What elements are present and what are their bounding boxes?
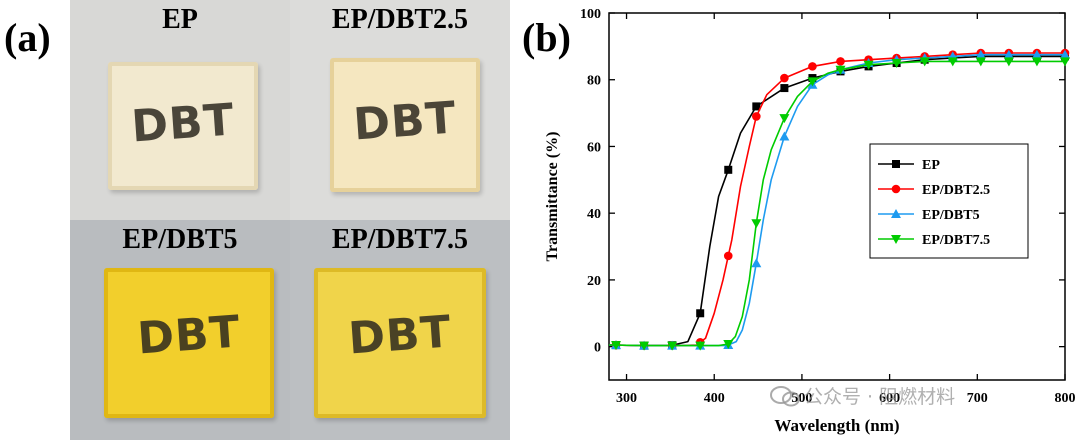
data-point-ep xyxy=(752,102,761,111)
photo-ep: EP DBT xyxy=(70,0,290,220)
sample-text-ep: DBT xyxy=(129,94,237,153)
sample-text-ep-dbt7-5: DBT xyxy=(346,306,454,365)
watermark: 公众号 · 阻燃材料 xyxy=(770,382,955,409)
x-tick-label: 300 xyxy=(616,391,637,406)
watermark-text: 公众号 · 阻燃材料 xyxy=(804,386,956,408)
legend-label-ep: EP xyxy=(922,158,940,173)
y-axis-label: Transmittance (%) xyxy=(544,132,561,262)
sample-photos: EP DBT EP/DBT2.5 DBT EP/DBT5 DBT EP/DBT7… xyxy=(70,0,510,440)
data-point-ep-dbt7-5 xyxy=(919,57,930,67)
data-point-ep xyxy=(724,165,733,174)
data-point-ep-dbt5 xyxy=(1060,49,1070,59)
legend-label-ep-dbt7-5: EP/DBT7.5 xyxy=(922,233,990,248)
legend-marker-ep-dbt5 xyxy=(891,209,901,218)
data-point-ep-dbt5 xyxy=(779,131,790,141)
x-tick-label: 400 xyxy=(704,391,725,406)
data-point-ep-dbt5 xyxy=(975,49,986,59)
data-point-ep-dbt7-5 xyxy=(947,57,958,67)
data-point-ep xyxy=(696,309,705,318)
data-point-ep-dbt7-5 xyxy=(639,341,650,351)
sample-text-ep-dbt2-5: DBT xyxy=(351,91,459,151)
data-point-ep-dbt7-5 xyxy=(667,341,678,351)
x-tick-label: 700 xyxy=(967,391,988,406)
data-point-ep-dbt7-5 xyxy=(863,60,874,70)
sample-ep: DBT xyxy=(108,62,258,190)
data-point-ep-dbt5 xyxy=(1003,49,1014,59)
y-tick-label: 20 xyxy=(587,274,601,289)
photo-label-ep-dbt7-5: EP/DBT7.5 xyxy=(331,224,469,255)
data-point-ep-dbt7-5 xyxy=(695,341,706,351)
data-point-ep-dbt2-5 xyxy=(808,62,817,71)
photo-ep-dbt5: EP/DBT5 DBT xyxy=(70,220,290,440)
panel-label-a: (a) xyxy=(4,15,51,60)
data-point-ep xyxy=(780,84,789,93)
x-tick-label: 800 xyxy=(1055,391,1076,406)
legend-marker-ep xyxy=(892,160,900,168)
data-point-ep-dbt2-5 xyxy=(752,112,761,121)
sample-ep-dbt2-5: DBT xyxy=(330,58,480,192)
photo-label-ep-dbt5: EP/DBT5 xyxy=(122,224,238,255)
photo-label-ep-dbt2-5: EP/DBT2.5 xyxy=(331,4,469,35)
sample-text-ep-dbt5: DBT xyxy=(135,306,243,365)
y-tick-label: 0 xyxy=(594,341,601,356)
transmittance-chart: 300 400 500 600 700 800020406080100Wavelength… xyxy=(544,7,1076,435)
data-point-ep-dbt2-5 xyxy=(780,73,789,83)
wechat-icon xyxy=(770,386,800,407)
legend-label-ep-dbt2-5: EP/DBT2.5 xyxy=(922,183,990,198)
data-point-ep-dbt5 xyxy=(1031,49,1042,59)
data-point-ep-dbt7-5 xyxy=(1060,57,1070,67)
sample-ep-dbt5: DBT xyxy=(104,268,274,418)
y-tick-label: 80 xyxy=(587,74,601,89)
data-point-ep-dbt7-5 xyxy=(891,59,902,69)
data-point-ep-dbt2-5 xyxy=(836,57,845,66)
data-point-ep-dbt7-5 xyxy=(751,219,762,229)
data-point-ep-dbt7-5 xyxy=(1031,57,1042,67)
x-tick-label: 600 xyxy=(879,391,900,406)
legend-marker-ep-dbt7-5 xyxy=(891,235,901,244)
plot-frame xyxy=(608,12,1066,381)
x-axis-label: Wavelength (nm) xyxy=(774,416,899,435)
y-tick-label: 60 xyxy=(587,140,601,155)
data-point-ep-dbt7-5 xyxy=(975,57,986,67)
y-tick-label: 100 xyxy=(580,7,601,22)
data-point-ep-dbt7-5 xyxy=(835,65,846,75)
photo-label-ep: EP xyxy=(162,4,198,35)
y-tick-label: 40 xyxy=(587,207,601,222)
data-point-ep-dbt7-5 xyxy=(779,114,790,124)
photo-ep-dbt2-5: EP/DBT2.5 DBT xyxy=(290,0,510,220)
legend-marker-ep-dbt2-5 xyxy=(891,184,901,194)
data-point-ep-dbt2-5 xyxy=(723,251,733,261)
data-point-ep-dbt7-5 xyxy=(807,77,818,87)
data-point-ep-dbt7-5 xyxy=(611,341,622,351)
data-point-ep-dbt7-5 xyxy=(1003,57,1014,67)
photo-ep-dbt7-5: EP/DBT7.5 DBT xyxy=(290,220,510,440)
data-point-ep-dbt5 xyxy=(751,258,762,268)
data-point-ep-dbt7-5 xyxy=(723,339,734,349)
panel-label-b: (b) xyxy=(522,15,571,60)
legend-label-ep-dbt5: EP/DBT5 xyxy=(922,208,980,223)
sample-ep-dbt7-5: DBT xyxy=(314,268,486,418)
